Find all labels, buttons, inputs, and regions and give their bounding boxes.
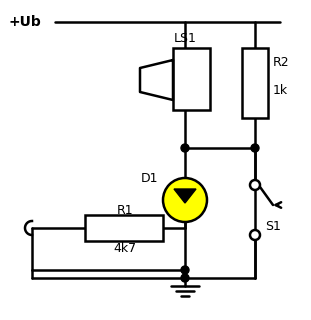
Polygon shape [174,189,196,203]
Text: LS1: LS1 [174,31,197,44]
Text: R2: R2 [273,55,290,68]
Text: +Ub: +Ub [8,15,41,29]
Circle shape [250,180,260,190]
Text: S1: S1 [265,220,281,234]
Circle shape [181,144,189,152]
Text: 4k7: 4k7 [114,243,137,255]
Bar [85,215,163,241]
Circle shape [251,144,259,152]
Text: R1: R1 [117,204,133,217]
Polygon shape [140,60,173,100]
Bar [242,48,268,118]
Text: 1k: 1k [273,84,288,97]
Bar [173,48,210,110]
Circle shape [181,274,189,282]
Circle shape [250,230,260,240]
Circle shape [181,266,189,274]
Text: D1: D1 [141,172,158,185]
Circle shape [163,178,207,222]
